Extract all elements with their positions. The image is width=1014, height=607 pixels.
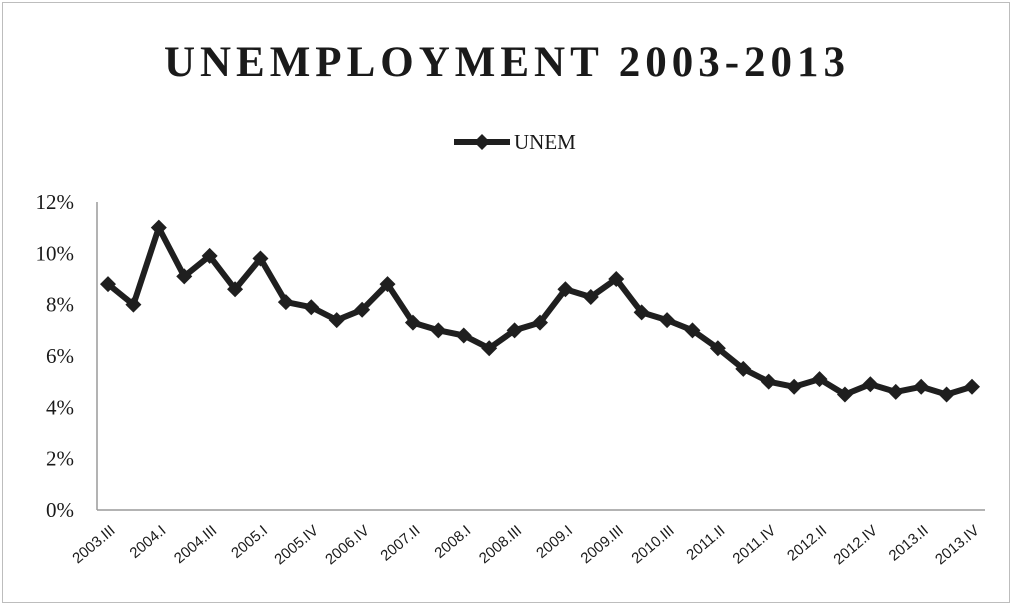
x-tick-label: 2004.III bbox=[171, 522, 220, 567]
data-point bbox=[125, 296, 142, 313]
legend: UNEM bbox=[452, 128, 576, 156]
data-point bbox=[201, 247, 218, 264]
y-tick-label: 6% bbox=[46, 344, 74, 368]
x-tick-label: 2011.IV bbox=[730, 522, 780, 568]
data-point bbox=[887, 383, 904, 400]
x-tick-label: 2008.I bbox=[431, 522, 474, 562]
y-tick-label: 0% bbox=[46, 498, 74, 522]
y-tick-label: 4% bbox=[46, 395, 74, 419]
data-point bbox=[964, 378, 980, 395]
data-point bbox=[532, 314, 548, 331]
data-point bbox=[176, 268, 193, 285]
data-point bbox=[404, 314, 421, 331]
data-point bbox=[786, 378, 803, 395]
data-point bbox=[862, 376, 879, 393]
x-tick-label: 2008.III bbox=[476, 522, 525, 567]
data-point bbox=[608, 271, 625, 287]
data-point bbox=[709, 340, 726, 357]
legend-line-marker bbox=[454, 134, 510, 150]
data-point bbox=[836, 386, 853, 403]
x-tick-label: 2009.I bbox=[533, 522, 576, 562]
series-line-unem bbox=[106, 224, 973, 398]
x-tick-label: 2013.IV bbox=[932, 522, 983, 568]
data-point bbox=[481, 340, 498, 357]
data-point bbox=[303, 299, 320, 316]
data-point bbox=[150, 219, 167, 236]
data-point bbox=[506, 322, 523, 339]
x-tick-label: 2011.II bbox=[683, 522, 728, 564]
data-point bbox=[582, 288, 599, 305]
data-point bbox=[328, 312, 345, 329]
data-point bbox=[811, 371, 828, 388]
data-point bbox=[455, 327, 472, 344]
x-tick-label: 2013.II bbox=[886, 522, 932, 565]
x-tick-label: 2004.I bbox=[127, 522, 170, 562]
data-point bbox=[379, 276, 396, 293]
y-tick-label: 10% bbox=[36, 241, 75, 265]
data-point bbox=[760, 373, 777, 390]
y-tick-label: 2% bbox=[46, 447, 74, 471]
x-tick-label: 2010.III bbox=[628, 522, 677, 567]
data-point bbox=[227, 281, 244, 298]
x-tick-label: 2007.II bbox=[377, 522, 423, 565]
y-tick-label: 12% bbox=[36, 190, 75, 214]
data-point bbox=[557, 281, 574, 298]
chart-title: UNEMPLOYMENT 2003-2013 bbox=[163, 39, 851, 86]
data-point bbox=[430, 322, 447, 339]
x-tick-label: 2003.III bbox=[69, 522, 118, 567]
data-point bbox=[354, 301, 371, 318]
data-point bbox=[684, 322, 701, 339]
data-point bbox=[100, 276, 116, 293]
data-point bbox=[913, 378, 930, 395]
y-tick-label: 8% bbox=[46, 293, 74, 317]
x-tick-label: 2006.IV bbox=[322, 522, 373, 568]
data-point bbox=[277, 294, 294, 311]
data-point bbox=[252, 250, 269, 267]
x-tick-label: 2012.II bbox=[784, 522, 830, 565]
x-tick-label: 2012.IV bbox=[830, 522, 881, 568]
data-point bbox=[659, 312, 676, 329]
x-tick-label: 2009.III bbox=[578, 522, 627, 567]
data-point bbox=[735, 360, 752, 377]
legend-label: UNEM bbox=[514, 129, 576, 154]
data-point bbox=[633, 304, 650, 321]
x-tick-label: 2005.I bbox=[228, 522, 271, 562]
x-tick-label: 2005.IV bbox=[271, 522, 322, 568]
data-point bbox=[938, 386, 955, 403]
